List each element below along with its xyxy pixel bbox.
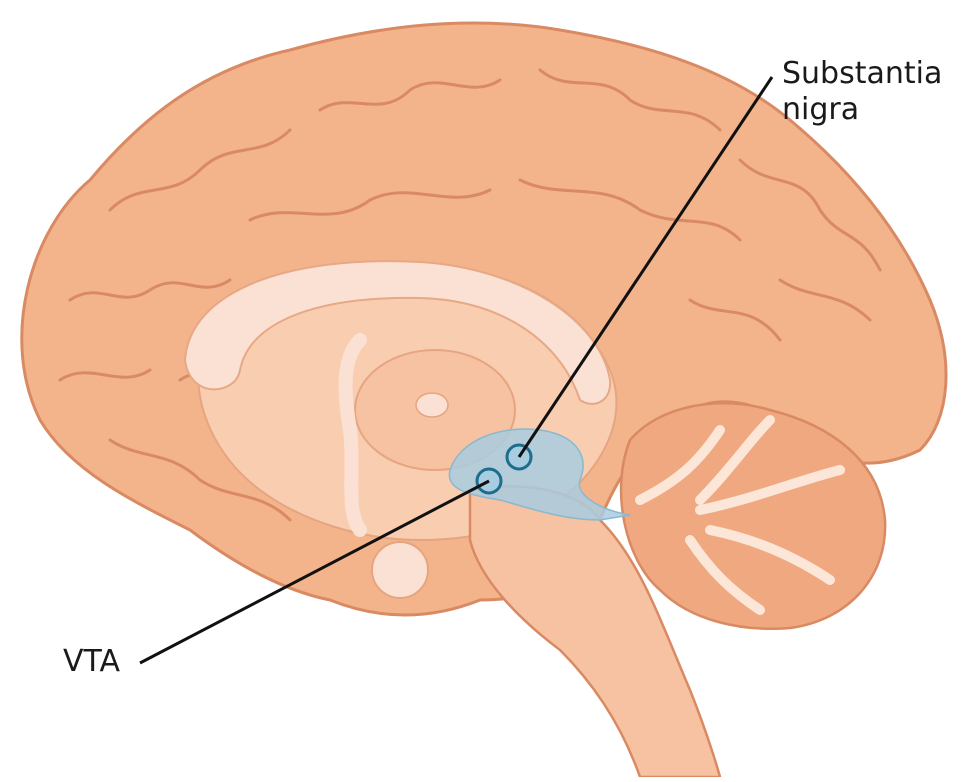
substantia-nigra-label-line2: nigra: [782, 92, 860, 127]
interthalamic-adhesion: [415, 392, 449, 418]
arbor-vitae: [635, 415, 845, 615]
substantia-nigra-label-line1: Substantia: [782, 56, 943, 91]
pituitary: [371, 541, 429, 599]
vta-label: VTA: [63, 644, 121, 679]
fornix: [338, 333, 367, 537]
midbrain-highlight: [448, 428, 631, 521]
corpus-callosum: [183, 260, 612, 405]
substantia-nigra-leader-line: [517, 76, 774, 458]
substantia-nigra-label: Substantia nigra: [782, 56, 942, 128]
vta-leader-line: [139, 479, 490, 665]
